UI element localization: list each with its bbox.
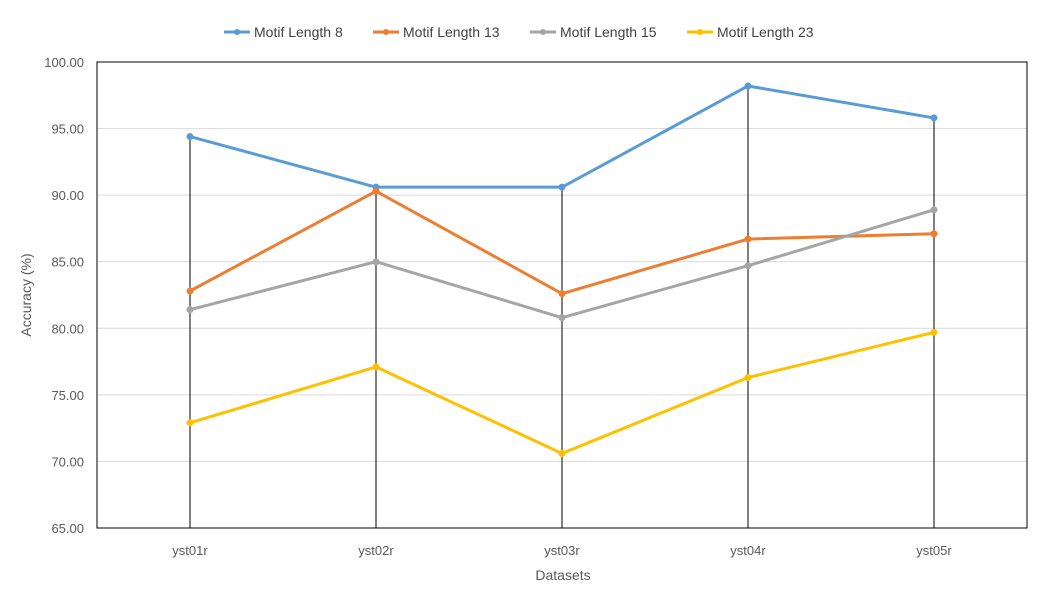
legend-swatch-marker — [540, 29, 546, 35]
data-point — [744, 82, 752, 90]
y-tick-label: 85.00 — [51, 255, 84, 270]
data-point — [372, 187, 380, 195]
data-point — [186, 287, 194, 295]
x-axis-title: Datasets — [535, 567, 590, 583]
data-point — [558, 314, 566, 322]
x-tick-label: yst01r — [172, 543, 208, 558]
y-tick-label: 75.00 — [51, 388, 84, 403]
x-tick-label: yst05r — [916, 543, 952, 558]
y-tick-label: 100.00 — [44, 55, 84, 70]
y-axis-ticks: 65.00 70.00 75.00 80.00 85.00 90.00 95.00 100.0… — [44, 55, 84, 536]
legend-label: Motif Length 23 — [717, 24, 814, 40]
legend-swatch-marker — [383, 29, 389, 35]
series-3 — [186, 206, 938, 322]
data-point — [186, 419, 194, 427]
data-point — [744, 262, 752, 270]
drop-lines — [189, 85, 935, 528]
legend-item: Motif Length 23 — [687, 24, 814, 40]
legend-item: Motif Length 15 — [530, 24, 657, 40]
y-tick-label: 80.00 — [51, 321, 84, 336]
legend-label: Motif Length 8 — [254, 24, 343, 40]
data-point — [558, 449, 566, 457]
series-1 — [186, 82, 938, 191]
legend-swatch-marker — [697, 29, 703, 35]
legend-item: Motif Length 8 — [224, 24, 343, 40]
series-line — [188, 84, 936, 189]
x-tick-label: yst04r — [730, 543, 766, 558]
plot-area-border — [96, 61, 1028, 529]
legend-item: Motif Length 13 — [373, 24, 500, 40]
legend: Motif Length 8 Motif Length 13 Motif Lengt… — [224, 24, 814, 40]
legend-swatch-marker — [234, 29, 240, 35]
x-tick-label: yst02r — [358, 543, 394, 558]
y-tick-label: 90.00 — [51, 188, 84, 203]
data-point — [930, 230, 938, 238]
data-point — [930, 206, 938, 214]
legend-label: Motif Length 15 — [560, 24, 657, 40]
y-tick-label: 95.00 — [51, 122, 84, 137]
data-point — [744, 235, 752, 243]
data-point — [930, 328, 938, 336]
series-2 — [186, 187, 938, 298]
data-point — [372, 258, 380, 266]
data-point — [186, 306, 194, 314]
data-point — [558, 290, 566, 298]
y-tick-label: 70.00 — [51, 454, 84, 469]
series-4 — [186, 328, 938, 457]
y-tick-label: 65.00 — [51, 521, 84, 536]
data-point — [186, 133, 194, 141]
x-tick-label: yst03r — [544, 543, 580, 558]
data-point — [744, 374, 752, 382]
data-point — [372, 363, 380, 371]
data-point — [930, 114, 938, 122]
series-lines — [186, 82, 938, 457]
data-point — [558, 183, 566, 191]
y-axis-title: Accuracy (%) — [18, 253, 34, 336]
legend-label: Motif Length 13 — [403, 24, 500, 40]
x-axis-ticks: yst01r yst02r yst03r yst04r yst05r — [172, 543, 952, 558]
